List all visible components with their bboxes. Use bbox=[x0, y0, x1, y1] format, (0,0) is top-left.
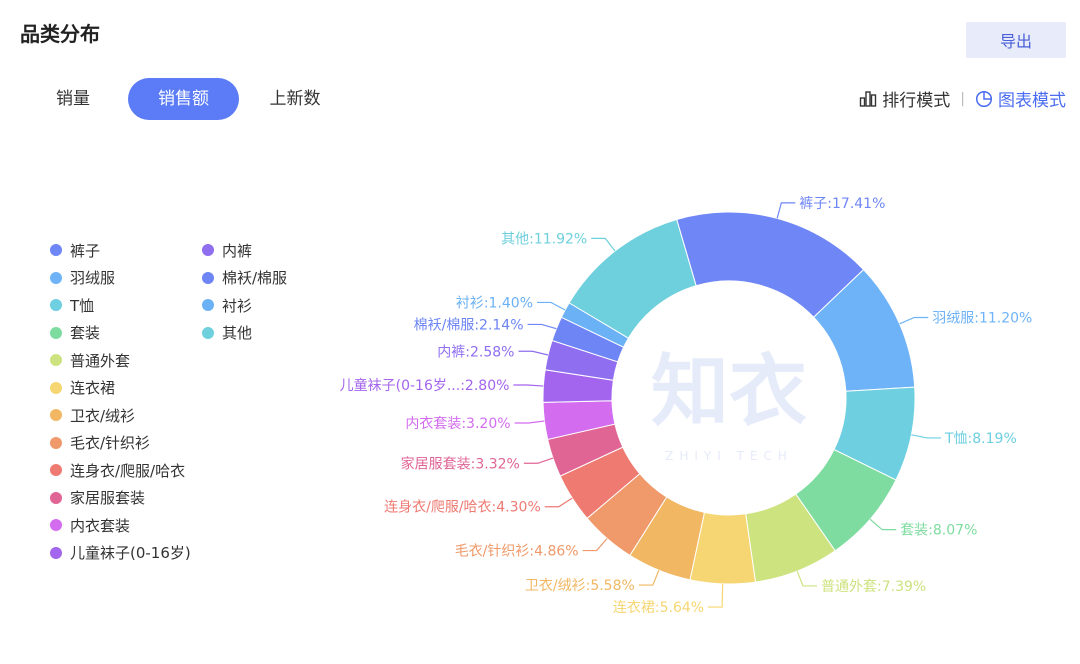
label-leader-line bbox=[869, 518, 897, 531]
legend-marker bbox=[50, 409, 62, 421]
watermark-logo: 知衣 bbox=[651, 347, 807, 437]
label-leader-line bbox=[537, 301, 566, 311]
legend-marker bbox=[50, 271, 62, 284]
ranking-mode-label: 排行模式 bbox=[882, 91, 951, 111]
legend-item[interactable]: 套装 bbox=[50, 323, 100, 343]
slice-data-label: 套装:8.07% bbox=[900, 523, 977, 539]
legend-marker bbox=[50, 519, 62, 531]
label-leader-line bbox=[544, 497, 573, 508]
view-mode-switch: 排行模式 | 图表模式 bbox=[859, 86, 1066, 111]
label-leader-line bbox=[582, 538, 608, 552]
label-leader-line bbox=[708, 583, 724, 608]
legend-marker bbox=[50, 326, 62, 339]
tab-sales-amount[interactable]: 销售额 bbox=[128, 78, 239, 120]
slice-data-label: 内衣套装:3.20% bbox=[405, 416, 510, 432]
watermark-text: ZHIYI TECH bbox=[665, 449, 793, 463]
legend-marker bbox=[202, 326, 214, 339]
legend-label: 家居服套装 bbox=[70, 489, 146, 507]
slice-data-label: 儿童袜子(0-16岁...:2.80% bbox=[340, 377, 510, 394]
slice-data-label: 家居服套装:3.32% bbox=[401, 455, 520, 472]
label-leader-line bbox=[776, 202, 796, 219]
slice-data-label: 普通外套:7.39% bbox=[821, 579, 926, 595]
pie-chart-icon bbox=[975, 90, 993, 107]
slice-data-label: 卫衣/绒衫:5.58% bbox=[525, 578, 635, 594]
legend-label: 衬衫 bbox=[222, 296, 253, 315]
legend-label: 羽绒服 bbox=[70, 269, 116, 287]
legend-marker bbox=[50, 354, 62, 366]
slice-data-label: T恤:8.19% bbox=[944, 431, 1017, 447]
label-leader-line bbox=[638, 570, 660, 586]
pie-slice[interactable] bbox=[568, 218, 697, 339]
label-leader-line bbox=[911, 434, 942, 439]
legend-label: 裤子 bbox=[70, 241, 101, 260]
legend-item[interactable]: 卫衣/绒衫 bbox=[50, 405, 135, 425]
legend-marker bbox=[50, 299, 62, 311]
label-leader-line bbox=[527, 323, 557, 330]
legend-marker bbox=[50, 491, 62, 504]
legend-item[interactable]: 棉袄/棉服 bbox=[202, 268, 287, 288]
slice-data-label: 衬衫:1.40% bbox=[456, 295, 533, 311]
legend-marker bbox=[202, 299, 214, 311]
legend-label: 毛衣/针织衫 bbox=[70, 434, 151, 452]
slice-data-label: 其他:11.92% bbox=[501, 231, 587, 247]
label-leader-line bbox=[796, 570, 818, 587]
legend-marker bbox=[50, 381, 62, 394]
legend-item[interactable]: 普通外套 bbox=[50, 350, 130, 370]
legend-item[interactable]: 连衣裙 bbox=[50, 378, 115, 398]
slice-data-label: 内裤:2.58% bbox=[437, 344, 514, 360]
legend-label: 儿童袜子(0-16岁) bbox=[70, 544, 191, 562]
legend-label: 其他 bbox=[222, 324, 253, 342]
label-leader-line bbox=[591, 237, 616, 252]
slice-data-label: 棉袄/棉服:2.14% bbox=[414, 316, 524, 333]
label-leader-line bbox=[518, 350, 549, 356]
page-title: 品类分布 bbox=[20, 22, 100, 46]
legend-item[interactable]: 连身衣/爬服/哈衣 bbox=[50, 460, 185, 480]
slice-data-label: 毛衣/针织衫:4.86% bbox=[455, 544, 579, 560]
ranking-mode-button[interactable]: 排行模式 bbox=[859, 86, 950, 111]
legend-item[interactable]: 羽绒服 bbox=[50, 268, 115, 288]
slice-data-label: 羽绒服:11.20% bbox=[932, 310, 1032, 326]
legend-item[interactable]: 儿童袜子(0-16岁) bbox=[50, 543, 191, 563]
legend-item[interactable]: 内衣套装 bbox=[50, 515, 130, 535]
tab-new-arrivals[interactable]: 上新数 bbox=[269, 89, 321, 109]
legend-item[interactable]: 其他 bbox=[202, 323, 252, 343]
label-leader-line bbox=[513, 384, 544, 387]
legend-marker bbox=[50, 244, 62, 256]
tab-sales-volume[interactable]: 销量 bbox=[56, 89, 90, 109]
slice-data-label: 连身衣/爬服/哈衣:4.30% bbox=[384, 500, 541, 516]
legend-marker bbox=[202, 244, 214, 256]
slice-data-label: 连衣裙:5.64% bbox=[613, 600, 704, 616]
chart-mode-button[interactable]: 图表模式 bbox=[975, 86, 1066, 111]
legend-item[interactable]: T恤 bbox=[50, 295, 94, 315]
legend-label: 连衣裙 bbox=[70, 379, 116, 397]
label-leader-line bbox=[899, 316, 929, 325]
legend-label: 内裤 bbox=[222, 241, 253, 260]
legend-item[interactable]: 毛衣/针织衫 bbox=[50, 433, 150, 453]
label-leader-line bbox=[523, 457, 554, 464]
legend-label: T恤 bbox=[70, 296, 95, 315]
legend-item[interactable]: 裤子 bbox=[50, 240, 100, 260]
legend-item[interactable]: 家居服套装 bbox=[50, 488, 145, 508]
legend-item[interactable]: 内裤 bbox=[202, 240, 252, 260]
legend-marker bbox=[50, 464, 62, 476]
chart-mode-label: 图表模式 bbox=[998, 91, 1066, 111]
legend-label: 普通外套 bbox=[70, 351, 131, 370]
legend-marker bbox=[50, 546, 62, 559]
legend-label: 内衣套装 bbox=[70, 516, 131, 535]
bar-chart-icon bbox=[860, 90, 877, 107]
legend-marker bbox=[50, 436, 62, 449]
legend-label: 棉袄/棉服 bbox=[222, 269, 288, 287]
legend-item[interactable]: 衬衫 bbox=[202, 295, 252, 315]
label-leader-line bbox=[514, 420, 545, 424]
legend-marker bbox=[202, 271, 214, 284]
mode-divider: | bbox=[960, 90, 965, 107]
slice-data-label: 裤子:17.41% bbox=[799, 196, 885, 212]
export-button[interactable]: 导出 bbox=[966, 22, 1066, 58]
legend-label: 连身衣/爬服/哈衣 bbox=[70, 461, 186, 480]
legend-label: 卫衣/绒衫 bbox=[70, 406, 136, 425]
legend-label: 套装 bbox=[70, 324, 101, 342]
